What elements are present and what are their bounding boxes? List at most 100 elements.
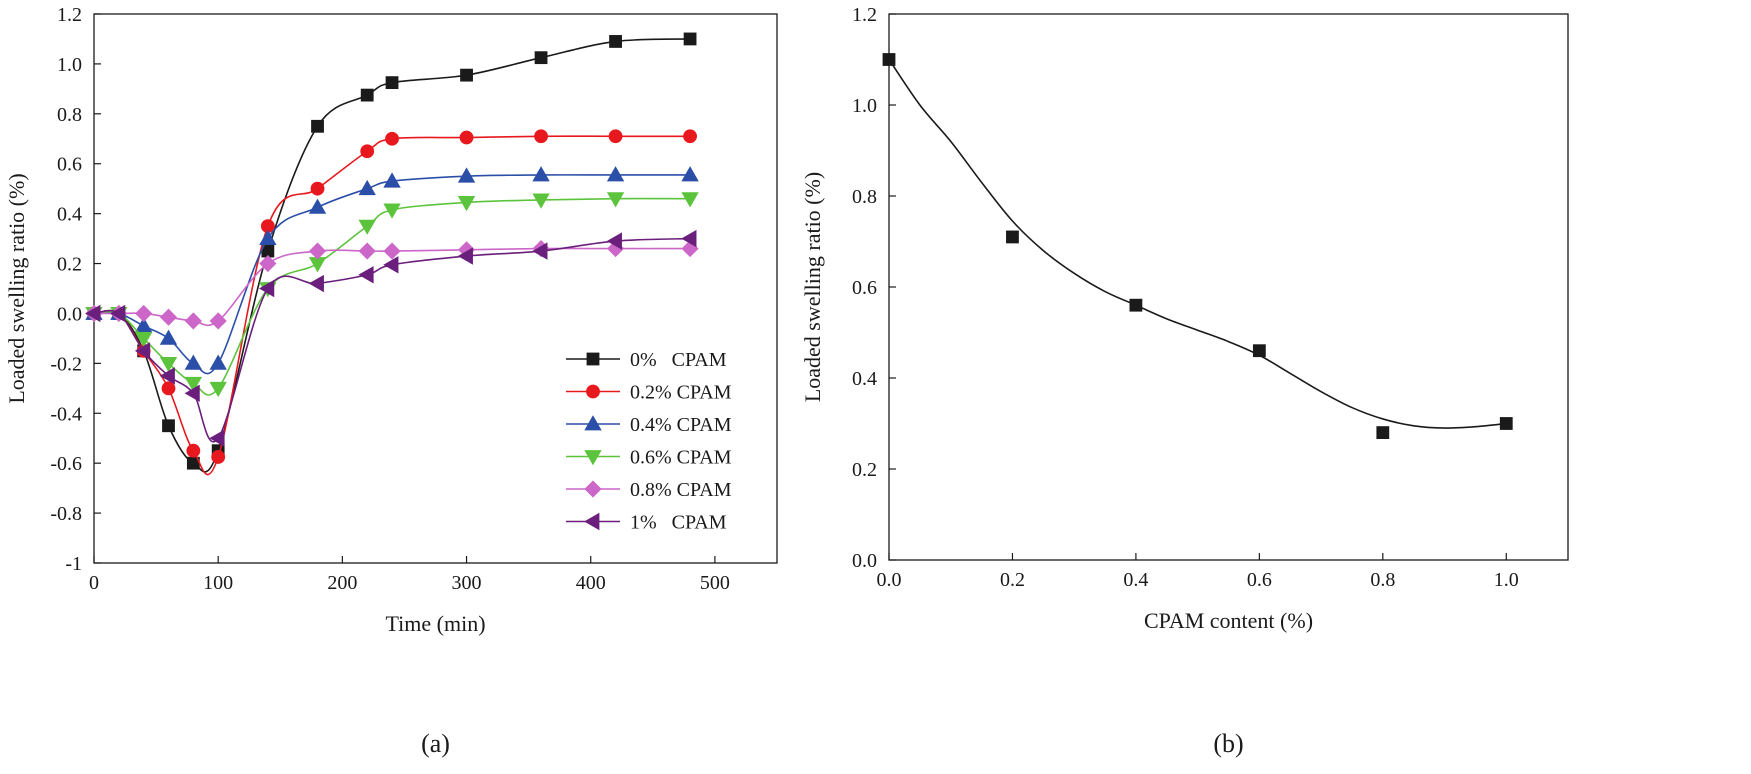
- x-tick-label: 1.0: [1494, 569, 1519, 591]
- data-point: [308, 274, 324, 293]
- data-point: [358, 219, 376, 235]
- data-point: [211, 450, 226, 464]
- data-point: [209, 354, 227, 370]
- data-point: [184, 384, 200, 402]
- data-point: [159, 308, 178, 326]
- y-tick-label: 0.0: [852, 550, 877, 572]
- data-point: [110, 304, 126, 323]
- data-point: [460, 68, 473, 82]
- series-line: [93, 197, 691, 396]
- data-point: [1499, 417, 1513, 430]
- data-point: [1252, 344, 1266, 358]
- data-point: [532, 166, 550, 182]
- data-point: [606, 166, 625, 182]
- data-point: [358, 266, 374, 284]
- data-point: [385, 76, 399, 90]
- series-5: [85, 229, 697, 447]
- y-tick-label: -0.4: [50, 403, 82, 425]
- data-point: [457, 167, 476, 183]
- data-point: [534, 129, 548, 144]
- data-point: [532, 193, 550, 209]
- data-point: [259, 254, 277, 273]
- legend-label: 0.2% CPAM: [630, 382, 732, 404]
- data-point: [457, 247, 473, 265]
- data-point: [159, 367, 175, 385]
- y-tick-label: 0.8: [852, 186, 877, 208]
- x-tick-label: 0.8: [1370, 569, 1395, 591]
- x-tick-label: 400: [576, 572, 606, 594]
- data-point: [383, 242, 401, 260]
- legend-item: 0.2% CPAM: [566, 382, 732, 404]
- y-tick-label: 0.4: [57, 204, 82, 226]
- legend-item: 0.6% CPAM: [566, 447, 732, 469]
- data-point: [683, 129, 697, 144]
- legend-marker: [586, 384, 600, 399]
- data-point: [159, 356, 178, 373]
- y-tick-label: 1.2: [852, 4, 877, 26]
- y-tick-label: 1.0: [852, 95, 877, 117]
- data-point: [308, 242, 327, 260]
- legend-label: 0.4% CPAM: [630, 414, 732, 436]
- x-axis-label: CPAM content (%): [1144, 608, 1313, 633]
- data-point: [308, 257, 327, 273]
- data-point: [609, 35, 622, 48]
- data-points: [882, 53, 1513, 440]
- data-point: [360, 144, 375, 159]
- data-point: [159, 329, 178, 345]
- panel-label: (b): [1213, 729, 1243, 758]
- data-point: [259, 279, 275, 298]
- series-3: [85, 192, 699, 398]
- data-point: [161, 381, 176, 396]
- panel-label: (a): [421, 729, 450, 758]
- y-tick-label: 0.2: [57, 254, 82, 276]
- plot-frame: [93, 13, 778, 564]
- data-point: [534, 51, 548, 65]
- data-point: [209, 381, 227, 398]
- y-tick-label: 0.0: [57, 303, 82, 325]
- data-point: [186, 443, 201, 458]
- data-point: [134, 332, 153, 348]
- data-point: [135, 304, 153, 323]
- data-point: [311, 119, 324, 133]
- data-point: [308, 198, 327, 214]
- x-tick-label: 200: [327, 572, 357, 594]
- panel-a-swelling-vs-time: 0 100 200 300 400 500 -1 -0.8 -0.6 -0.4 -0.2 0.0 0.2…: [4, 4, 778, 758]
- data-point: [681, 192, 699, 208]
- data-point: [134, 342, 151, 360]
- legend-item: 0.4% CPAM: [566, 414, 732, 436]
- data-point: [1006, 230, 1019, 244]
- x-tick-label: 0: [89, 572, 99, 594]
- y-tick-label: -0.6: [50, 453, 82, 475]
- legend-label: 1% CPAM: [630, 512, 727, 534]
- x-tick-label: 0.4: [1123, 569, 1148, 591]
- data-point: [1376, 426, 1390, 440]
- y-tick-label: -1: [65, 553, 82, 575]
- y-tick-label: -0.8: [50, 503, 82, 525]
- data-point: [608, 129, 623, 144]
- y-tick-label: 0.8: [57, 104, 82, 126]
- y-tick-label: 0.2: [852, 459, 877, 481]
- x-tick-label: 100: [203, 572, 233, 594]
- series-line: [93, 135, 691, 476]
- data-point: [459, 130, 474, 145]
- legend-label: 0% CPAM: [630, 349, 727, 371]
- x-tick-label: 300: [452, 572, 482, 594]
- legend-marker: [586, 352, 600, 366]
- series-line: [93, 38, 691, 473]
- data-point: [209, 312, 227, 330]
- y-axis-label: Loaded swelling ratio (%): [4, 173, 29, 403]
- data-point: [681, 166, 699, 182]
- x-tick-label: 0.2: [1000, 569, 1025, 591]
- data-point: [683, 32, 697, 46]
- y-axis-label: Loaded swelling ratio (%): [800, 172, 825, 402]
- legend-label: 0.6% CPAM: [630, 447, 732, 469]
- data-point: [383, 203, 401, 219]
- y-tick-label: 1.2: [57, 4, 82, 26]
- data-point: [383, 172, 401, 188]
- plot-frame: [888, 13, 1569, 561]
- x-tick-label: 500: [700, 572, 730, 594]
- data-point: [606, 192, 625, 208]
- data-point: [532, 242, 548, 260]
- data-point: [184, 312, 202, 330]
- data-point: [259, 229, 277, 245]
